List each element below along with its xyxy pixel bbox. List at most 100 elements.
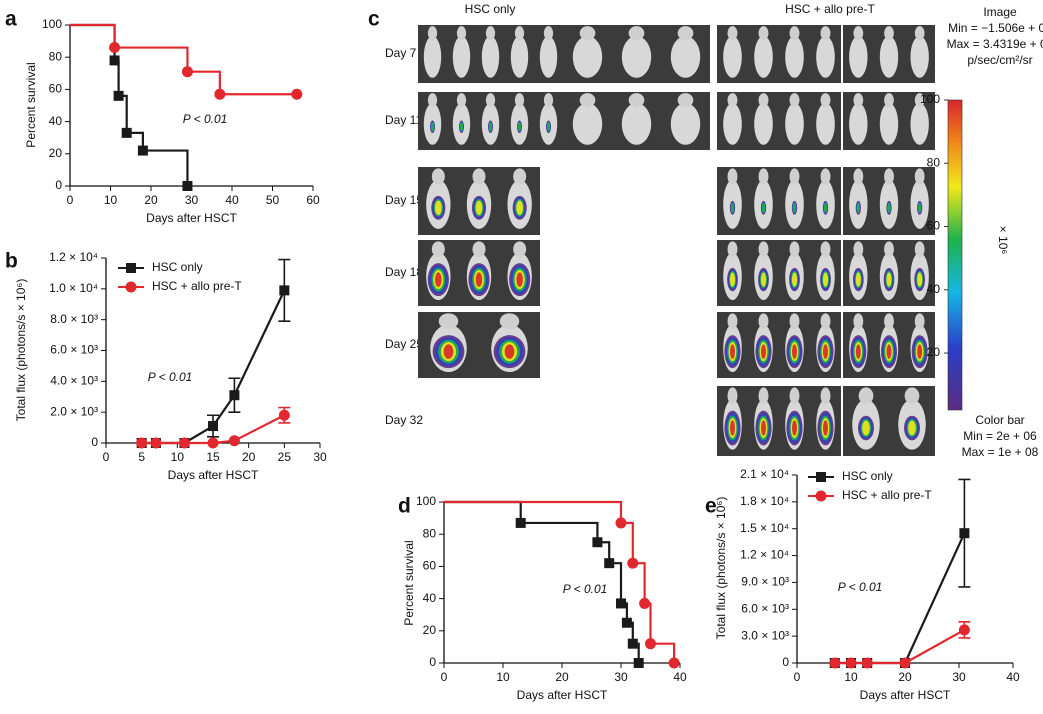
signal: [792, 420, 797, 436]
signal: [504, 344, 515, 359]
signal: [488, 121, 493, 132]
colorbar-footer: Color bar: [975, 413, 1024, 427]
x-tick-label: 30: [313, 450, 327, 464]
y-tick-label: 1.2 × 10⁴: [740, 548, 789, 562]
signal: [886, 272, 892, 287]
marker: [178, 437, 190, 449]
x-tick-label: 60: [306, 193, 320, 207]
marker: [845, 657, 857, 669]
marker: [621, 617, 632, 628]
series-line: [834, 532, 966, 665]
y-tick-label: 20: [49, 146, 63, 160]
x-tick-label: 15: [206, 450, 220, 464]
legend-label: HSC only: [152, 260, 203, 274]
mouse-head: [727, 241, 738, 258]
colorbar-footer: Min = 2e + 06: [963, 429, 1037, 443]
signal: [730, 344, 735, 359]
colorbar-footer: Max = 1e + 08: [962, 445, 1039, 459]
y-tick-label: 4.0 × 10³: [50, 374, 98, 388]
panel-label: d: [398, 495, 411, 518]
colorbar: [947, 99, 963, 411]
mouse-head: [628, 93, 645, 108]
signal: [517, 121, 522, 132]
marker: [207, 437, 219, 449]
colorbar-header: Image: [983, 5, 1017, 19]
mouse-head: [628, 26, 645, 41]
mouse-head: [789, 26, 800, 41]
signal: [730, 202, 735, 214]
marker: [616, 598, 626, 609]
y-tick-label: 6.0 × 10³: [50, 343, 98, 357]
mouse-head: [914, 26, 925, 41]
y-axis-label: Percent survival: [402, 540, 416, 625]
mouse-body: [879, 36, 899, 78]
legend-label: HSC + allo pre-T: [842, 488, 932, 502]
mouse-head: [513, 168, 527, 185]
marker: [229, 390, 240, 401]
y-tick-label: 6.0 × 10³: [741, 601, 789, 615]
mouse-head: [758, 387, 769, 405]
y-tick-label: 1.5 × 10⁴: [740, 521, 789, 535]
survival-step: [114, 59, 120, 96]
x-tick-label: 40: [673, 670, 687, 684]
survival-step: [444, 500, 623, 523]
signal: [855, 272, 861, 287]
signal: [823, 202, 828, 214]
signal: [887, 202, 891, 214]
marker: [121, 127, 132, 138]
signal: [792, 202, 797, 214]
mouse-head: [758, 168, 769, 185]
mouse-head: [820, 168, 831, 185]
p-value: P < 0.01: [148, 370, 193, 384]
y-tick-label: 0: [91, 435, 98, 449]
mouse-body: [423, 36, 442, 78]
signal: [761, 420, 766, 436]
signal: [823, 344, 828, 359]
mouse-head: [499, 313, 520, 330]
y-axis-label: Percent survival: [24, 62, 38, 147]
mouse-head: [789, 387, 800, 405]
mouse-body: [621, 36, 652, 78]
marker: [627, 638, 638, 649]
legend-label: HSC + allo pre-T: [152, 279, 242, 293]
signal: [917, 202, 922, 214]
y-tick-label: 0: [782, 655, 789, 669]
mouse-body: [670, 103, 701, 145]
signal: [730, 420, 735, 436]
signal: [516, 272, 523, 287]
marker: [633, 658, 644, 668]
mouse-head: [543, 93, 554, 108]
y-tick-label: 80: [423, 526, 437, 540]
colorbar-tick-label: 40: [927, 282, 941, 296]
signal: [435, 272, 442, 287]
mouse-head: [758, 93, 769, 108]
marker: [627, 557, 639, 569]
x-tick-label: 10: [496, 670, 510, 684]
mouse-head: [513, 241, 527, 258]
mouse-head: [727, 313, 738, 330]
x-tick-label: 0: [103, 450, 110, 464]
mouse-head: [914, 168, 925, 185]
colorbar-tick-label: 60: [927, 219, 941, 233]
colorbar-header: Max = 3.4319e + 06: [947, 37, 1043, 51]
y-tick-label: 1.8 × 10⁴: [740, 494, 789, 508]
mouse-head: [853, 168, 864, 185]
x-tick-label: 25: [278, 450, 292, 464]
marker: [228, 435, 240, 447]
survival-step: [520, 521, 599, 543]
mouse-head: [789, 93, 800, 108]
mouse-body: [723, 36, 742, 78]
signal: [475, 200, 483, 216]
x-tick-label: 5: [138, 450, 145, 464]
mouse-head: [884, 93, 894, 108]
signal: [761, 344, 766, 359]
mouse-head: [820, 241, 831, 258]
x-tick-label: 10: [171, 450, 185, 464]
y-tick-label: 8.0 × 10³: [50, 312, 98, 326]
survival-step: [142, 149, 189, 186]
survival-step: [126, 131, 144, 151]
survival-step: [644, 602, 652, 644]
column-title: HSC only: [465, 2, 516, 16]
mouse-body: [910, 36, 929, 78]
marker: [899, 657, 911, 669]
